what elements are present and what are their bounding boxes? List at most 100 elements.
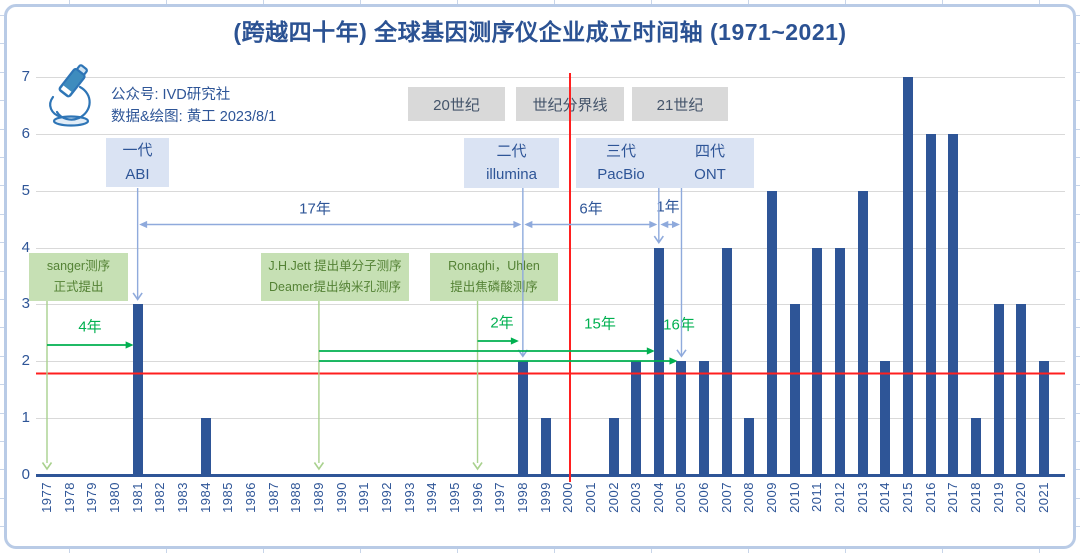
x-tick-label: 1984	[197, 482, 213, 513]
x-tick-label: 2003	[628, 482, 644, 513]
event-line: Ronaghi，Uhlen	[448, 258, 540, 273]
sheet-row-stub	[1076, 469, 1080, 471]
x-tick-label: 2013	[854, 482, 870, 513]
y-tick-label: 7	[21, 67, 30, 85]
sheet-row-stub	[0, 355, 4, 357]
generation-box-ont: 四代 ONT	[666, 138, 754, 188]
x-tick-label: 2016	[922, 482, 938, 513]
sheet-row-stub	[1076, 497, 1080, 499]
sheet-column-stub	[651, 549, 652, 553]
y-tick-label: 3	[21, 295, 30, 313]
microscope-icon	[49, 64, 91, 127]
sheet-row-stub	[0, 128, 4, 130]
sheet-row-stub	[0, 270, 4, 272]
sheet-row-stub	[1076, 43, 1080, 45]
sheet-row-stub	[0, 526, 4, 528]
sheet-row-stub	[1076, 355, 1080, 357]
sheet-column-stub	[457, 549, 458, 553]
x-tick-label: 2004	[650, 482, 666, 513]
x-tick-label: 2000	[560, 482, 576, 513]
era-label: 20世纪	[433, 96, 480, 114]
sheet-row-stub	[0, 327, 4, 329]
sheet-row-stub	[1076, 100, 1080, 102]
x-tick-label: 2005	[673, 482, 689, 513]
sheet-column-stub	[166, 0, 167, 4]
sheet-row-stub	[0, 497, 4, 499]
x-tick-label: 1999	[537, 482, 553, 513]
sheet-row-stub	[0, 441, 4, 442]
x-tick-label: 1996	[469, 482, 485, 513]
event-box-jett-deamer: J.H.Jett 提出单分子测序 Deamer提出纳米孔测序	[261, 253, 409, 301]
bar-2014	[880, 361, 891, 474]
sheet-row-stub	[1076, 526, 1080, 528]
generation-company: ONT	[694, 166, 726, 183]
bar-2020	[1016, 304, 1027, 474]
y-tick-label: 1	[21, 409, 30, 427]
gridline	[36, 76, 1065, 78]
sheet-row-stub	[1076, 213, 1080, 215]
event-box-ronaghi-uhlen: Ronaghi，Uhlen 提出焦磷酸测序	[430, 253, 558, 301]
x-tick-label: 2014	[877, 482, 893, 513]
bar-2008	[744, 418, 755, 474]
bar-2015	[903, 76, 914, 474]
x-tick-label: 1991	[356, 482, 372, 513]
sheet-column-stub	[69, 549, 70, 553]
era-box-20th-century: 20世纪	[408, 87, 505, 121]
bar-2004	[653, 247, 664, 474]
sheet-column-stub	[360, 549, 361, 553]
sheet-row-stub	[0, 384, 4, 386]
sheet-column-stub	[360, 0, 361, 4]
sheet-column-stub	[554, 549, 555, 553]
x-tick-label: 1982	[152, 482, 168, 513]
x-tick-label: 2001	[582, 482, 598, 513]
bar-2016	[925, 133, 936, 474]
sheet-column-stub	[845, 549, 846, 553]
bar-2007	[721, 247, 732, 474]
x-tick-label: 1990	[333, 482, 349, 513]
sheet-column-stub	[554, 0, 555, 4]
sheet-row-stub	[0, 213, 4, 215]
sheet-row-stub	[0, 185, 4, 187]
bar-2011	[812, 247, 823, 474]
x-tick-label: 2007	[718, 482, 734, 513]
x-tick-label: 2018	[968, 482, 984, 513]
sheet-row-stub	[1076, 384, 1080, 386]
bar-2019	[993, 304, 1004, 474]
era-label: 21世纪	[656, 96, 704, 114]
sheet-row-stub	[0, 71, 4, 73]
sheet-column-stub	[748, 549, 749, 553]
x-tick-label: 2011	[809, 482, 825, 512]
x-tick-label: 1989	[310, 482, 326, 513]
generation-name: 三代	[605, 142, 636, 160]
sheet-row-stub	[1076, 270, 1080, 272]
sheet-column-stub	[1039, 549, 1040, 553]
gridline	[36, 190, 1065, 192]
x-tick-label: 1994	[424, 482, 440, 513]
x-tick-label: 1993	[401, 482, 417, 513]
x-tick-label: 1981	[129, 482, 145, 513]
generation-name: 四代	[694, 142, 725, 160]
span-label-6年: 6年	[579, 200, 603, 218]
sheet-row-stub	[1076, 327, 1080, 329]
credit-block: 公众号: IVD研究社 数据&绘图: 黄工 2023/8/1	[111, 85, 276, 129]
x-tick-label: 2002	[605, 482, 621, 513]
bar-1984	[200, 418, 211, 474]
x-tick-label: 1979	[84, 482, 100, 513]
sheet-row-stub	[1076, 441, 1080, 442]
span-label-16年: 16年	[663, 316, 695, 334]
bar-2002	[608, 418, 619, 474]
event-line: 正式提出	[53, 280, 104, 294]
sheet-row-stub	[1076, 71, 1080, 73]
bar-2012	[835, 247, 846, 474]
bar-1998	[517, 361, 528, 474]
bar-1999	[540, 418, 551, 474]
x-axis-line	[36, 474, 1065, 477]
sheet-column-stub	[457, 0, 458, 4]
era-box-century-divider: 世纪分界线	[516, 87, 624, 121]
sheet-column-stub	[845, 0, 846, 4]
event-line: Deamer提出纳米孔测序	[269, 280, 401, 294]
generation-name: 二代	[496, 142, 527, 160]
sheet-row-stub	[0, 15, 4, 16]
sheet-row-stub	[0, 299, 4, 300]
publisher-label: 公众号: IVD研究社	[111, 87, 231, 103]
